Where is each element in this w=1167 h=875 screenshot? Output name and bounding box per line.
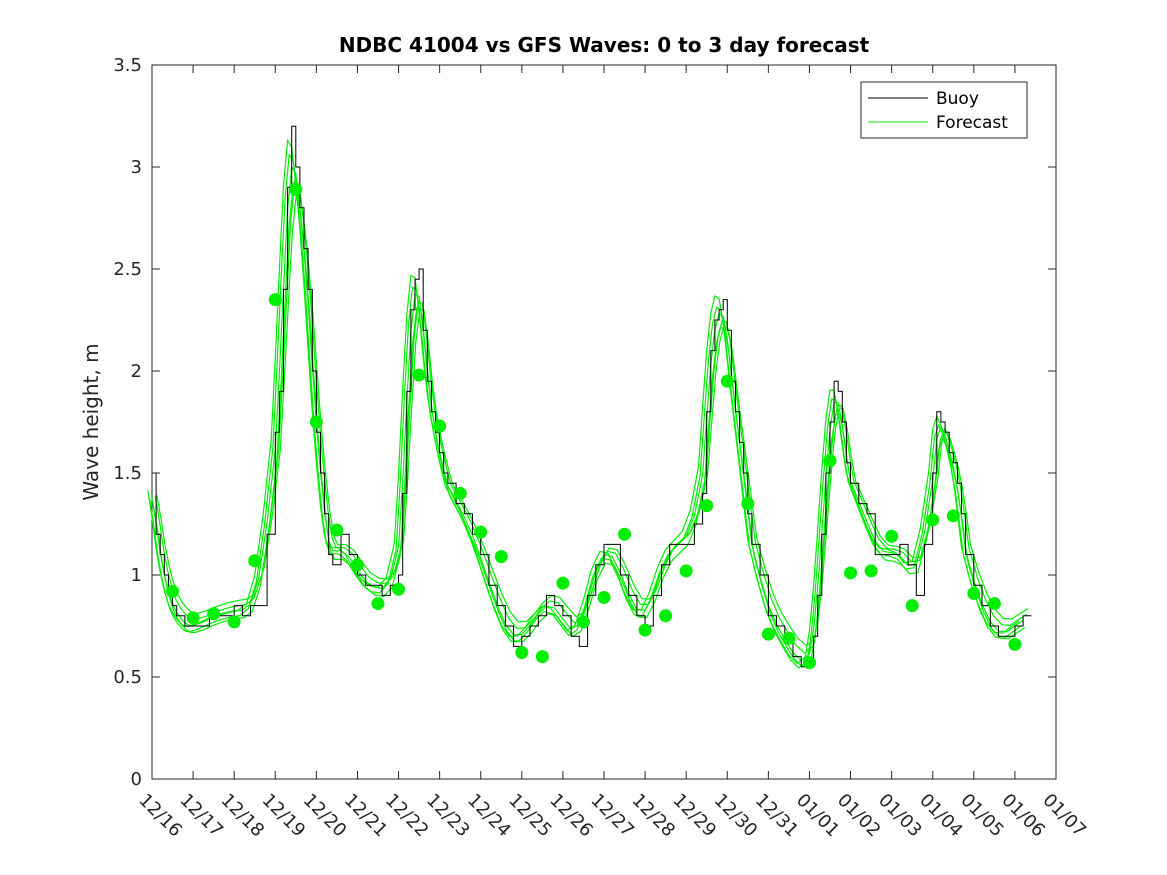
forecast-marker [1008, 637, 1022, 651]
forecast-marker [823, 454, 837, 468]
forecast-markers [166, 182, 1022, 670]
x-tick-label: 01/05 [956, 790, 1008, 842]
y-tick-label: 0 [131, 769, 142, 790]
y-tick-label: 3 [131, 157, 142, 178]
chart-title: NDBC 41004 vs GFS Waves: 0 to 3 day fore… [339, 33, 870, 57]
forecast-line [153, 181, 1026, 668]
forecast-marker [987, 597, 1001, 611]
x-tick-label: 01/01 [792, 790, 844, 842]
y-axis-label: Wave height, m [79, 343, 103, 500]
x-tick-label: 01/07 [1038, 790, 1090, 842]
forecast-marker [350, 558, 364, 572]
x-tick-label: 12/26 [545, 790, 597, 842]
x-tick-label: 12/19 [258, 790, 310, 842]
forecast-marker [433, 419, 447, 433]
legend: Buoy Forecast [860, 81, 1028, 139]
forecast-marker [885, 529, 899, 543]
buoy-line [152, 125, 1032, 668]
forecast-marker [926, 513, 940, 527]
y-tick-label: 1 [131, 565, 142, 586]
forecast-marker [227, 615, 241, 629]
forecast-line [148, 153, 1022, 669]
forecast-line [151, 165, 1024, 662]
forecast-marker [618, 527, 632, 541]
forecast-marker [967, 586, 981, 600]
forecast-marker [166, 584, 180, 598]
forecast-marker [659, 609, 673, 623]
forecast-marker [844, 566, 858, 580]
forecast-marker [864, 564, 878, 578]
forecast-marker [597, 590, 611, 604]
x-tick-label: 12/30 [710, 790, 762, 842]
buoy-series [152, 125, 1032, 668]
legend-forecast-label: Forecast [936, 113, 1008, 133]
forecast-marker [309, 415, 323, 429]
forecast-marker [700, 499, 714, 513]
x-tick-label: 01/03 [874, 790, 926, 842]
x-tick-label: 12/17 [176, 790, 228, 842]
forecast-marker [720, 374, 734, 388]
forecast-marker [248, 554, 262, 568]
x-tick-label: 12/28 [628, 790, 680, 842]
y-tick-label: 2.5 [113, 259, 142, 280]
x-tick-label: 12/20 [299, 790, 351, 842]
forecast-marker [679, 564, 693, 578]
forecast-marker [207, 607, 221, 621]
forecast-marker [905, 599, 919, 613]
forecast-marker [412, 368, 426, 382]
plot-area [151, 64, 1057, 780]
forecast-marker [371, 597, 385, 611]
forecast-marker [268, 293, 282, 307]
x-tick-label: 12/31 [751, 790, 803, 842]
forecast-marker [515, 646, 529, 660]
x-tick-label: 12/27 [586, 790, 638, 842]
forecast-marker [802, 656, 816, 670]
x-tick-label: 12/22 [381, 790, 433, 842]
x-tick-label: 01/04 [915, 790, 967, 842]
forecast-marker [474, 525, 488, 539]
y-tick-label: 3.5 [113, 55, 142, 76]
x-tick-label: 12/23 [422, 790, 474, 842]
x-tick-label: 12/29 [669, 790, 721, 842]
forecast-marker [761, 627, 775, 641]
x-tick-label: 01/06 [997, 790, 1049, 842]
forecast-marker [289, 182, 303, 196]
forecast-marker [946, 509, 960, 523]
x-tick-label: 12/24 [463, 790, 515, 842]
forecast-marker [638, 623, 652, 637]
forecast-marker [556, 576, 570, 590]
y-tick-label: 0.5 [113, 667, 142, 688]
forecast-marker [782, 631, 796, 645]
y-axis: 0 0.5 1 1.5 2 2.5 3 3.5 [113, 55, 1056, 790]
forecast-marker [392, 582, 406, 596]
forecast-marker [741, 497, 755, 511]
forecast-marker [330, 523, 344, 537]
forecast-marker [535, 650, 549, 664]
x-tick-label: 12/25 [504, 790, 556, 842]
y-tick-label: 2 [131, 361, 142, 382]
forecast-line [156, 189, 1029, 647]
y-tick-label: 1.5 [113, 463, 142, 484]
x-tick-label: 12/21 [340, 790, 392, 842]
forecast-marker [576, 615, 590, 629]
forecast-marker [186, 611, 200, 625]
forecast-marker [494, 550, 508, 564]
legend-box [860, 81, 1028, 139]
x-tick-label: 12/18 [217, 790, 269, 842]
forecast-marker [453, 486, 467, 500]
x-tick-label: 01/02 [833, 790, 885, 842]
x-tick-label: 12/16 [134, 790, 186, 842]
legend-buoy-label: Buoy [936, 89, 979, 109]
